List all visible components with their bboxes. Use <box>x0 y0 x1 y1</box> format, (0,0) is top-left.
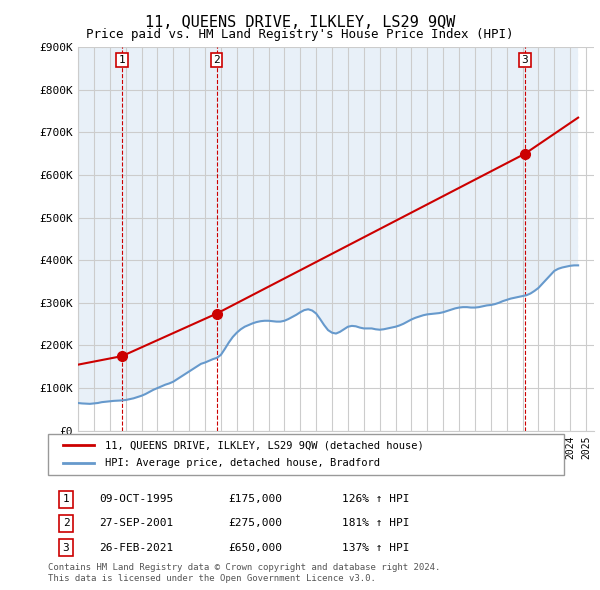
Text: Contains HM Land Registry data © Crown copyright and database right 2024.
This d: Contains HM Land Registry data © Crown c… <box>48 563 440 583</box>
Text: 11, QUEENS DRIVE, ILKLEY, LS29 9QW: 11, QUEENS DRIVE, ILKLEY, LS29 9QW <box>145 15 455 30</box>
Text: 09-OCT-1995: 09-OCT-1995 <box>100 494 174 504</box>
Text: 126% ↑ HPI: 126% ↑ HPI <box>342 494 410 504</box>
Text: 1: 1 <box>119 55 125 65</box>
Text: Price paid vs. HM Land Registry's House Price Index (HPI): Price paid vs. HM Land Registry's House … <box>86 28 514 41</box>
Text: 27-SEP-2001: 27-SEP-2001 <box>100 519 174 529</box>
Text: 1: 1 <box>62 494 70 504</box>
Text: £275,000: £275,000 <box>229 519 283 529</box>
FancyBboxPatch shape <box>48 434 564 475</box>
Text: HPI: Average price, detached house, Bradford: HPI: Average price, detached house, Brad… <box>105 458 380 468</box>
Text: £175,000: £175,000 <box>229 494 283 504</box>
Text: 3: 3 <box>62 543 70 552</box>
Text: 11, QUEENS DRIVE, ILKLEY, LS29 9QW (detached house): 11, QUEENS DRIVE, ILKLEY, LS29 9QW (deta… <box>105 440 424 450</box>
Text: £650,000: £650,000 <box>229 543 283 552</box>
Text: 2: 2 <box>62 519 70 529</box>
Text: 181% ↑ HPI: 181% ↑ HPI <box>342 519 410 529</box>
Text: 26-FEB-2021: 26-FEB-2021 <box>100 543 174 552</box>
Text: 3: 3 <box>521 55 529 65</box>
Text: 137% ↑ HPI: 137% ↑ HPI <box>342 543 410 552</box>
Text: 2: 2 <box>214 55 220 65</box>
